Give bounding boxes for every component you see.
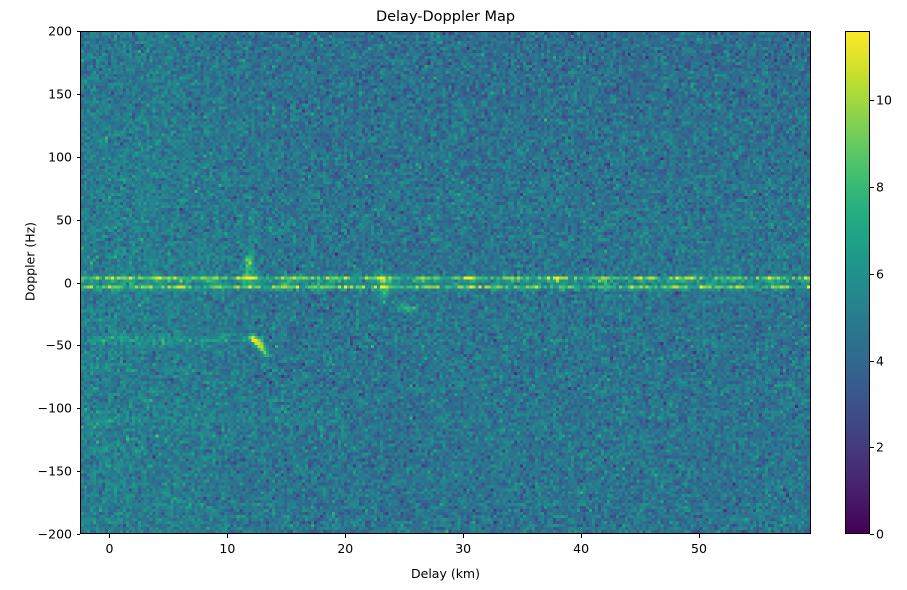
y-tick-label: 0	[64, 275, 72, 290]
x-axis-label: Delay (km)	[411, 566, 480, 581]
y-tick-label: −100	[37, 400, 72, 416]
y-tick-mark	[76, 156, 80, 158]
x-tick-label: 10	[219, 541, 236, 556]
colorbar-tick-label: 0	[876, 526, 884, 542]
colorbar-tick-mark	[870, 187, 874, 189]
intensity-colorbar	[845, 31, 870, 534]
y-tick-label: −200	[37, 526, 72, 542]
y-tick-label: −150	[37, 463, 72, 479]
x-tick-label: 0	[105, 541, 114, 556]
x-tick-label: 20	[337, 541, 354, 556]
colorbar-tick-mark	[870, 447, 874, 449]
colorbar-gradient	[846, 32, 869, 533]
y-tick-mark	[76, 345, 80, 347]
colorbar-tick-label: 8	[876, 179, 884, 195]
colorbar-tick-label: 6	[876, 266, 884, 282]
y-tick-mark	[76, 282, 80, 284]
x-tick-mark	[698, 534, 700, 538]
page-title: Delay-Doppler Map	[375, 9, 516, 25]
colorbar-tick-label: 10	[876, 92, 892, 108]
y-tick-label: −50	[45, 337, 72, 353]
colorbar-tick-mark	[870, 273, 874, 275]
colorbar-tick-mark	[870, 360, 874, 362]
y-tick-label: 50	[56, 212, 72, 228]
colorbar-tick-mark	[870, 100, 874, 102]
y-tick-mark	[76, 219, 80, 221]
y-axis-label: Doppler (Hz)	[22, 221, 38, 302]
x-tick-label: 40	[573, 541, 590, 556]
delay-doppler-heatmap	[80, 31, 811, 534]
x-tick-mark	[109, 534, 111, 538]
y-tick-label: 150	[48, 86, 72, 102]
colorbar-tick-label: 2	[876, 439, 884, 455]
y-tick-mark	[76, 31, 80, 32]
x-tick-mark	[463, 534, 465, 538]
x-tick-label: 50	[691, 541, 707, 556]
y-tick-mark	[76, 408, 80, 410]
x-tick-mark	[227, 534, 229, 538]
x-tick-mark	[581, 534, 583, 538]
colorbar-tick-mark	[870, 534, 874, 535]
y-tick-label: 200	[48, 23, 72, 39]
x-tick-label: 30	[455, 541, 472, 556]
y-tick-mark	[76, 93, 80, 95]
y-tick-label: 100	[48, 149, 72, 165]
heatmap-image	[81, 32, 810, 533]
x-tick-mark	[345, 534, 347, 538]
y-tick-mark	[76, 534, 80, 535]
y-tick-mark	[76, 471, 80, 473]
colorbar-tick-label: 4	[876, 353, 884, 369]
